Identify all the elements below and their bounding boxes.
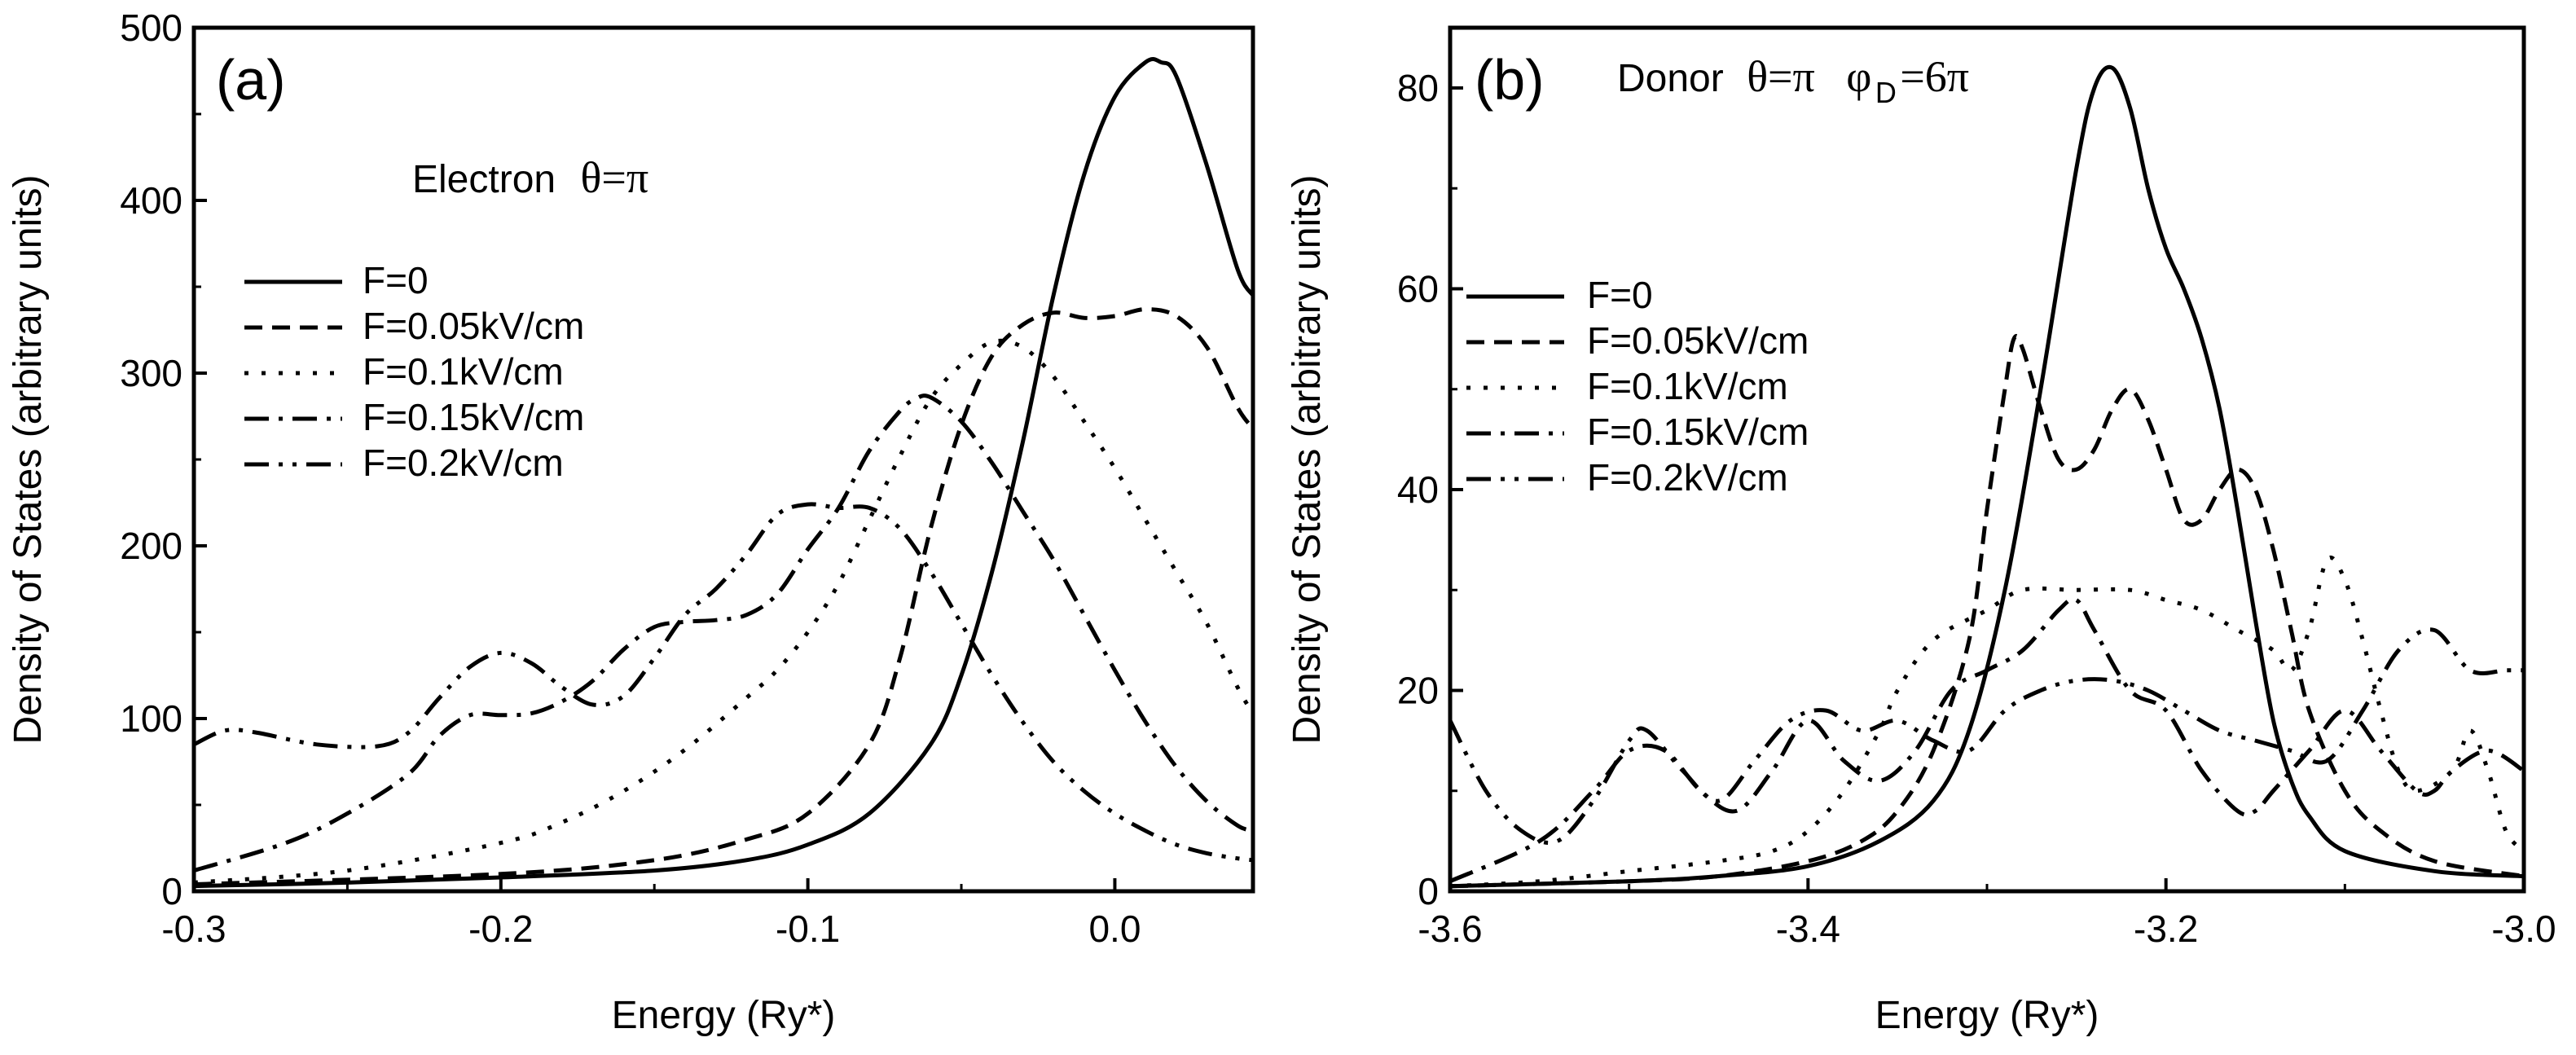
x-tick-label: -3.6: [1418, 908, 1482, 950]
x-tick-label: -3.4: [1776, 908, 1840, 950]
series-layer: [1450, 64, 2524, 889]
legend-label: F=0.15kV/cm: [363, 396, 584, 438]
legend-label: F=0.05kV/cm: [363, 305, 584, 347]
annotation-prefix: Electron: [412, 158, 556, 201]
legend: F=0F=0.05kV/cmF=0.1kV/cmF=0.15kV/cmF=0.2…: [1466, 274, 1809, 499]
y-tick-label: 200: [120, 525, 182, 567]
legend-label: F=0.1kV/cm: [363, 350, 564, 393]
legend-label: F=0: [363, 259, 429, 301]
legend-label: F=0.2kV/cm: [363, 442, 564, 484]
y-tick-label: 40: [1397, 468, 1439, 511]
legend-label: F=0.15kV/cm: [1587, 411, 1809, 453]
panel-label: (a): [216, 48, 286, 112]
series-line: [194, 307, 1253, 886]
x-axis-title: Energy (Ry*): [612, 994, 836, 1037]
annotation-phi-value: =6π: [1900, 52, 1969, 101]
legend: F=0F=0.05kV/cmF=0.1kV/cmF=0.15kV/cmF=0.2…: [244, 259, 584, 484]
y-tick-label: 500: [120, 7, 182, 49]
panel-label: (b): [1475, 48, 1545, 112]
series-line: [1450, 596, 2524, 883]
y-tick-label: 20: [1397, 669, 1439, 711]
legend-label: F=0.1kV/cm: [1587, 365, 1788, 407]
series-line: [1450, 64, 2524, 889]
legend-label: F=0: [1587, 274, 1653, 316]
x-tick-label: 0.0: [1088, 908, 1141, 950]
series-line: [1450, 334, 2524, 889]
y-tick-label: 100: [120, 697, 182, 740]
y-tick-label: 400: [120, 179, 182, 222]
y-tick-label: 60: [1397, 267, 1439, 310]
series-line: [1450, 627, 2524, 845]
y-axis-title: Density of States (arbitrary units): [7, 175, 50, 745]
x-tick-label: -0.1: [776, 908, 840, 950]
plot-frame: [191, 25, 1255, 894]
annotation-symbol: θ=π: [1747, 52, 1815, 101]
series-line: [194, 502, 1253, 863]
annotation: Electron θ=π: [412, 153, 648, 202]
x-tick-label: -0.3: [161, 908, 226, 950]
annotation-prefix: Donor: [1617, 57, 1724, 100]
annotation: Donor θ=π φ D =6π: [1617, 52, 1969, 109]
y-tick-label: 0: [161, 870, 182, 912]
annotation-phi: φ: [1846, 52, 1871, 101]
annotation-symbol: θ=π: [581, 153, 649, 202]
annotation-phi-subscript: D: [1875, 76, 1897, 109]
panel-b: -3.6 -3.4 -3.2 -3.0 0 20 40 60 80 (b) Donor θ=π …: [1286, 25, 2556, 1037]
x-tick-label: -0.2: [468, 908, 533, 950]
y-tick-label: 80: [1397, 67, 1439, 109]
y-tick-label: 300: [120, 352, 182, 394]
series-line: [194, 338, 1253, 885]
x-tick-label: -3.2: [2134, 908, 2198, 950]
x-tick-label: -3.0: [2491, 908, 2556, 950]
x-axis-title: Energy (Ry*): [1875, 994, 2099, 1037]
panel-a: -0.3 -0.2 -0.1 0.0 0 100 200 300 400 500 (a) Elec…: [7, 7, 1255, 1037]
legend-label: F=0.05kV/cm: [1587, 319, 1809, 362]
tick-layer: -0.3 -0.2 -0.1 0.0 0 100 200 300 400 500: [120, 7, 1141, 950]
legend-label: F=0.2kV/cm: [1587, 456, 1788, 499]
tick-layer: -3.6 -3.4 -3.2 -3.0 0 20 40 60 80: [1397, 67, 2556, 950]
y-axis-title: Density of States (arbitrary units): [1286, 175, 1329, 745]
y-tick-label: 0: [1418, 870, 1439, 912]
series-line: [1450, 555, 2524, 889]
series-line: [194, 393, 1253, 873]
series-line: [194, 57, 1253, 889]
series-layer: [194, 57, 1253, 889]
